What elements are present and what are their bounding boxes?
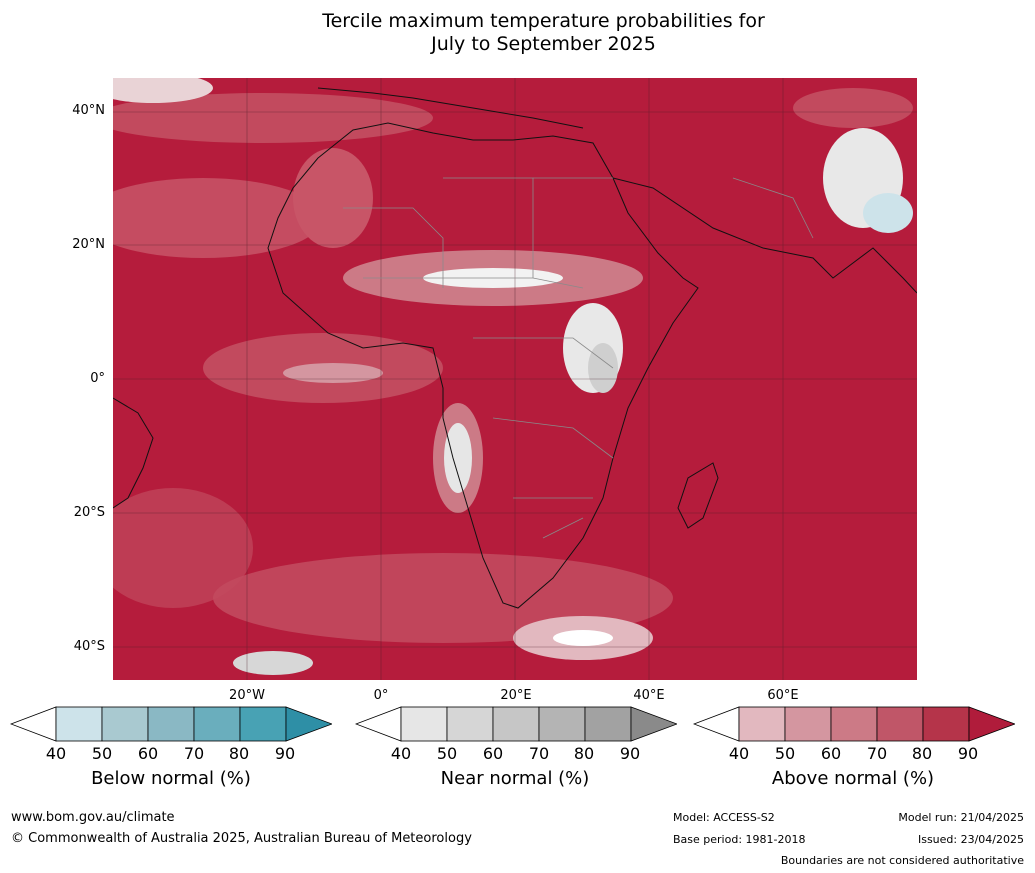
colorbar-above-low-extend [693, 706, 740, 742]
below-tick-60: 60 [137, 744, 159, 763]
colorbar-above-high-extend [968, 706, 1015, 742]
colorbar-below-segment [147, 706, 195, 742]
colorbar-near-low-extend [355, 706, 402, 742]
colorbar-below-low-extend [10, 706, 57, 742]
below-tick-70: 70 [183, 744, 205, 763]
lat-label-20s: 20°S [73, 505, 105, 520]
title-line-2: July to September 2025 [431, 33, 656, 55]
footer-disclaimer: Boundaries are not considered authoritat… [780, 854, 1024, 867]
footer-website: www.bom.gov.au/climate [11, 810, 175, 825]
below-tick-90: 90 [274, 744, 296, 763]
lat-label-20n: 20°N [72, 237, 105, 252]
footer-base-period: Base period: 1981-2018 [673, 833, 806, 846]
near-tick-80: 80 [573, 744, 595, 763]
near-tick-90: 90 [619, 744, 641, 763]
lat-label-40n: 40°N [72, 103, 105, 118]
colorbar-near-segment [400, 706, 448, 742]
probability-map [113, 78, 917, 680]
colorbar-above-segment [784, 706, 832, 742]
near-tick-50: 50 [436, 744, 458, 763]
above-tick-70: 70 [866, 744, 888, 763]
footer-issued: Issued: 23/04/2025 [917, 833, 1024, 846]
title-line-1: Tercile maximum temperature probabilitie… [322, 10, 765, 32]
lon-label-20w: 20°W [229, 688, 265, 703]
above-tick-80: 80 [911, 744, 933, 763]
coastlines [113, 87, 917, 609]
lon-label-60e: 60°E [767, 688, 799, 703]
colorbar-near-label: Near normal (%) [440, 768, 590, 789]
lon-label-0: 0° [373, 688, 389, 703]
footer-model-run: Model run: 21/04/2025 [898, 811, 1024, 824]
colorbar-below-segment [101, 706, 149, 742]
lon-label-20e: 20°E [500, 688, 532, 703]
colorbar-near-segment [538, 706, 586, 742]
lat-label-0: 0° [90, 371, 105, 386]
colorbar-near-high-extend [630, 706, 677, 742]
colorbar-above-label: Above normal (%) [771, 768, 935, 789]
lon-label-40e: 40°E [633, 688, 665, 703]
colorbar-below-segment [193, 706, 241, 742]
colorbar-below-segment [239, 706, 287, 742]
below-tick-40: 40 [45, 744, 67, 763]
colorbar-above-segments [693, 706, 1015, 742]
above-tick-90: 90 [957, 744, 979, 763]
colorbar-near-segment [584, 706, 632, 742]
near-tick-70: 70 [528, 744, 550, 763]
map-title: Tercile maximum temperature probabilitie… [0, 10, 1035, 56]
colorbar-near-segments [355, 706, 677, 742]
colorbar-above-segment [830, 706, 878, 742]
colorbar-above-segment [922, 706, 970, 742]
country-boundaries [343, 177, 814, 539]
colorbar-below-label: Below normal (%) [91, 768, 251, 789]
footer-copyright: © Commonwealth of Australia 2025, Austra… [11, 831, 472, 846]
map-svg [113, 78, 917, 680]
colorbar-near-segment [446, 706, 494, 742]
below-tick-50: 50 [91, 744, 113, 763]
below-tick-80: 80 [228, 744, 250, 763]
above-tick-40: 40 [728, 744, 750, 763]
colorbar-below [10, 706, 332, 742]
colorbar-near-segment [492, 706, 540, 742]
above-tick-60: 60 [820, 744, 842, 763]
probability-bands [113, 78, 913, 675]
colorbar-near [355, 706, 677, 742]
near-tick-40: 40 [390, 744, 412, 763]
colorbar-above [693, 706, 1015, 742]
colorbar-below-segments [10, 706, 332, 742]
lat-label-40s: 40°S [73, 639, 105, 654]
colorbar-above-segment [738, 706, 786, 742]
colorbar-above-segment [876, 706, 924, 742]
near-tick-60: 60 [482, 744, 504, 763]
colorbar-below-segment [55, 706, 103, 742]
colorbar-below-high-extend [285, 706, 332, 742]
above-tick-50: 50 [774, 744, 796, 763]
footer-model: Model: ACCESS-S2 [673, 811, 775, 824]
graticule [113, 78, 917, 680]
